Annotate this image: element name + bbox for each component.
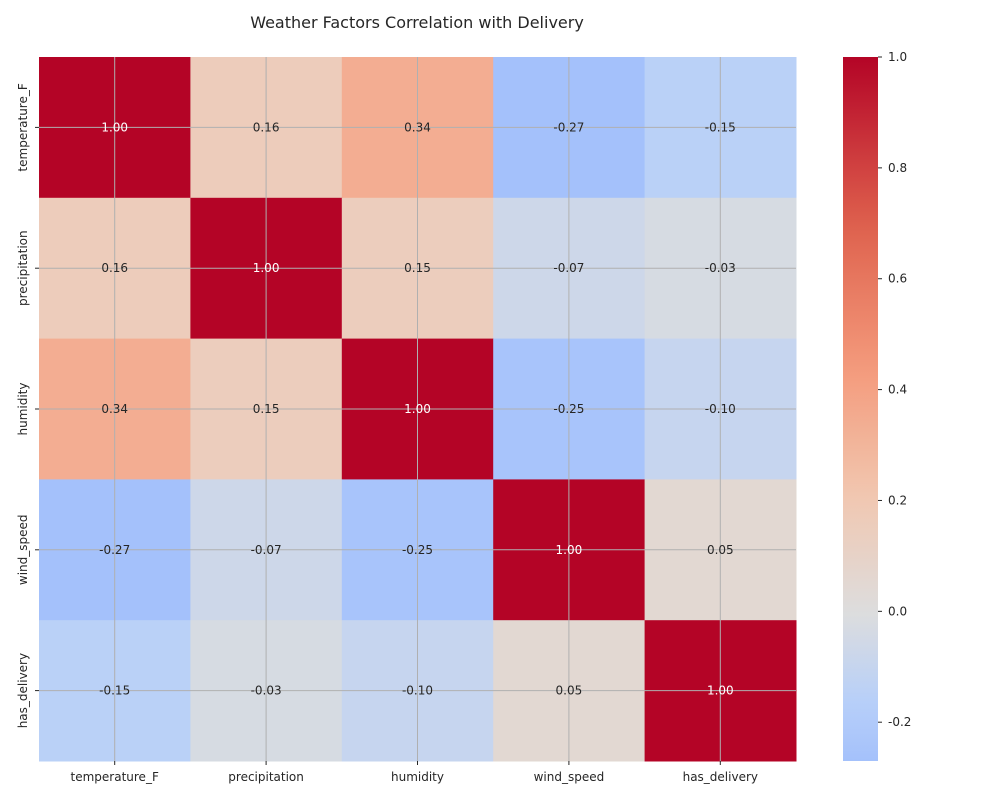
colorbar-tick-label: 0.8 <box>888 161 907 175</box>
y-tick-label: temperature_F <box>16 83 30 171</box>
colorbar-tick-label: 0.0 <box>888 604 907 618</box>
chart-title: Weather Factors Correlation with Deliver… <box>250 13 584 32</box>
y-axis: temperature_F precipitation humidity wind_s… <box>16 83 39 728</box>
x-tick-label: temperature_F <box>71 770 159 784</box>
x-tick-label: wind_speed <box>534 770 605 784</box>
heatmap-cell-label: -0.10 <box>402 684 433 698</box>
heatmap-cell-label: 0.16 <box>101 261 128 275</box>
y-tick-label: has_delivery <box>16 653 30 728</box>
x-tick-label: precipitation <box>228 770 304 784</box>
heatmap-cell-label: 0.05 <box>707 543 734 557</box>
heatmap-cell-label: 0.15 <box>253 402 280 416</box>
heatmap-cell-label: 1.00 <box>404 402 431 416</box>
heatmap-cell-label: -0.25 <box>402 543 433 557</box>
colorbar: -0.2 0.0 0.2 0.4 0.6 0.8 1.0 <box>843 50 911 761</box>
heatmap-cell-label: -0.15 <box>99 684 130 698</box>
heatmap-cell-label: -0.27 <box>553 120 584 134</box>
heatmap-cell-label: -0.25 <box>553 402 584 416</box>
colorbar-gradient <box>843 57 878 761</box>
y-tick-label: humidity <box>16 383 30 436</box>
heatmap-cell-label: -0.07 <box>553 261 584 275</box>
heatmap-cell-label: 1.00 <box>556 543 583 557</box>
heatmap-cell-label: -0.07 <box>251 543 282 557</box>
heatmap-cell-label: 0.34 <box>101 402 128 416</box>
heatmap-cell-label: 1.00 <box>101 120 128 134</box>
heatmap-cell-label: -0.03 <box>251 684 282 698</box>
heatmap-cell-label: -0.10 <box>705 402 736 416</box>
heatmap-cell-label: -0.15 <box>705 120 736 134</box>
heatmap-cell-label: 1.00 <box>707 684 734 698</box>
colorbar-tick-label: -0.2 <box>888 715 911 729</box>
heatmap-cell-labels: 1.00 0.16 0.34 -0.27 -0.15 0.16 1.00 0.15 -0.07 -… <box>99 120 736 697</box>
heatmap-cell-label: 0.34 <box>404 120 431 134</box>
y-tick-label: precipitation <box>16 230 30 306</box>
colorbar-tick-label: 0.4 <box>888 383 907 397</box>
y-tick-label: wind_speed <box>16 514 30 585</box>
colorbar-tick-label: 1.0 <box>888 50 907 64</box>
heatmap-cell-label: 1.00 <box>253 261 280 275</box>
x-tick-label: has_delivery <box>683 770 758 784</box>
x-tick-label: humidity <box>391 770 444 784</box>
heatmap-cell-label: 0.05 <box>556 684 583 698</box>
colorbar-tick-label: 0.2 <box>888 493 907 507</box>
x-axis: temperature_F precipitation humidity wind_s… <box>71 761 758 784</box>
heatmap-cell-label: -0.27 <box>99 543 130 557</box>
heatmap-cell-label: 0.16 <box>253 120 280 134</box>
colorbar-tick-label: 0.6 <box>888 272 907 286</box>
heatmap-cell-label: 0.15 <box>404 261 431 275</box>
heatmap-gridlines <box>39 57 796 761</box>
heatmap-cell-label: -0.03 <box>705 261 736 275</box>
